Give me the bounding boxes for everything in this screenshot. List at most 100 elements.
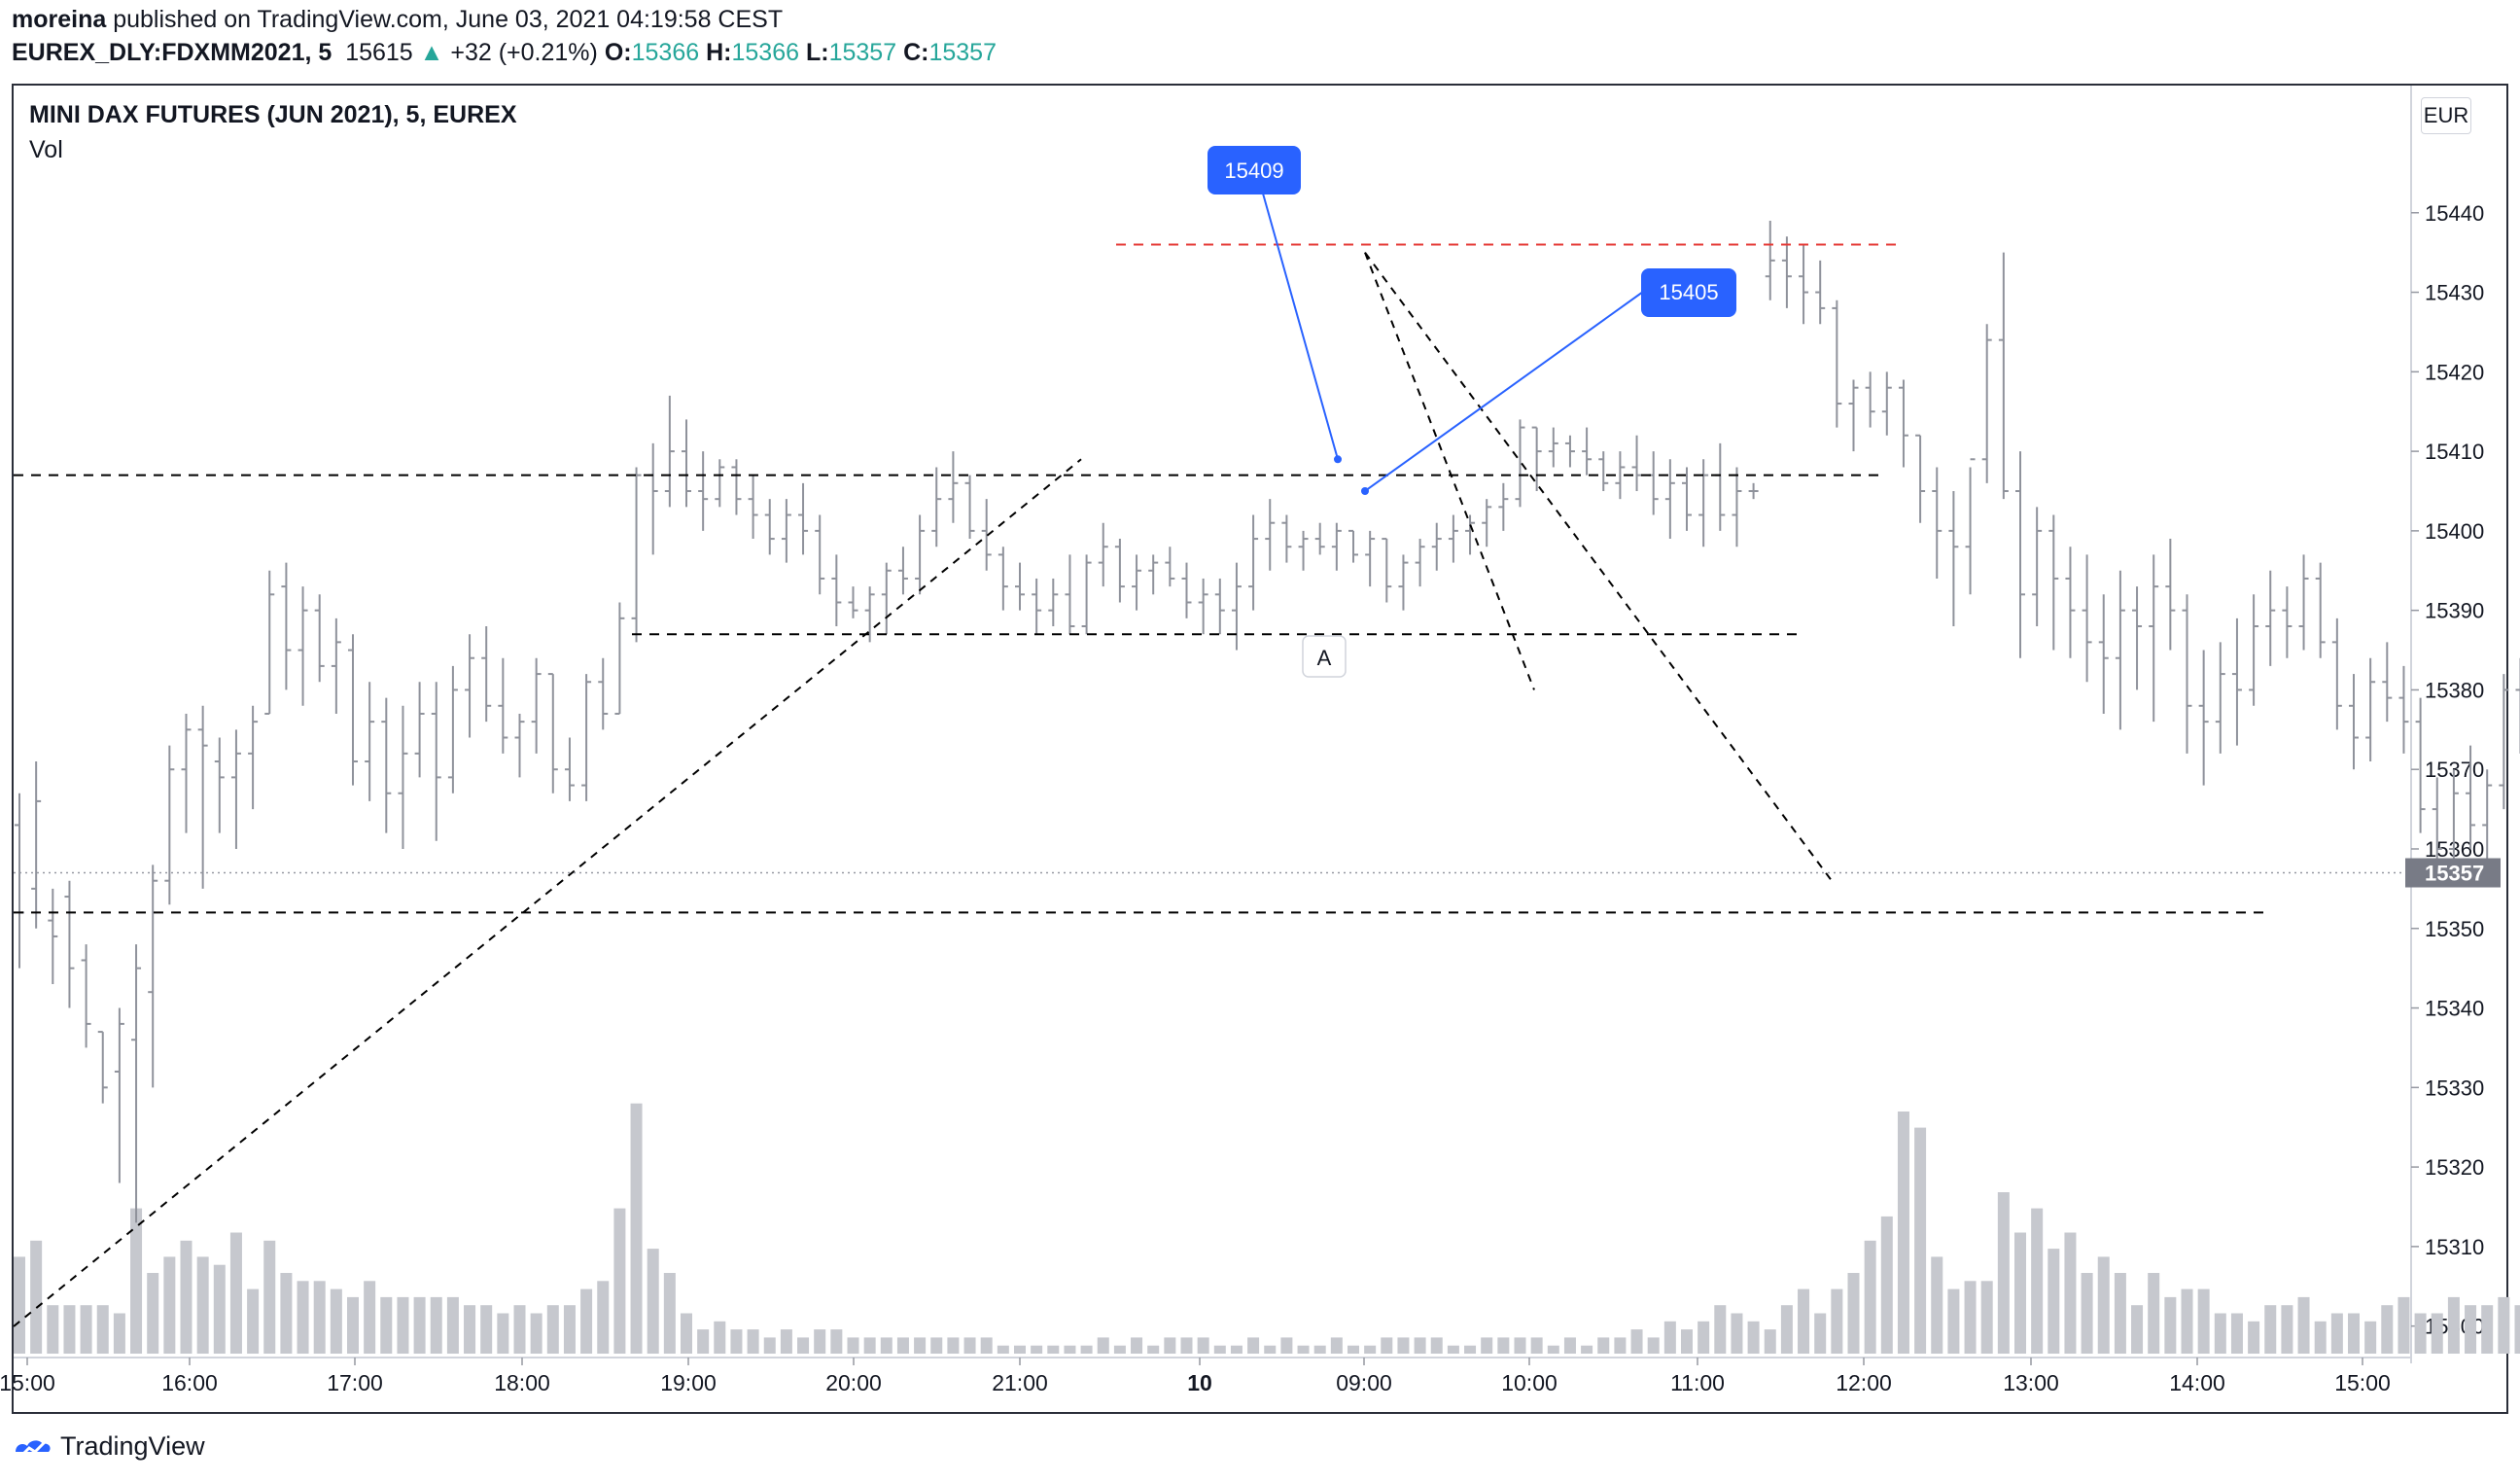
close-value: 15357 — [928, 39, 997, 66]
steep-falling-trendline — [1364, 252, 1535, 690]
ohlc-bar — [1482, 499, 1492, 547]
price-change: +32 (+0.21%) — [450, 39, 598, 66]
ohlc-bar — [1032, 578, 1042, 635]
y-tick-label: 15310 — [2425, 1235, 2484, 1259]
volume-bar — [1197, 1337, 1209, 1354]
ohlc-bar — [2015, 451, 2025, 658]
volume-bar — [430, 1296, 442, 1354]
callout-label: 15409 — [1224, 159, 1283, 183]
ohlc-bar — [1981, 324, 1992, 483]
volume-bar — [1397, 1337, 1410, 1354]
ohlc-bar — [1382, 538, 1392, 603]
volume-bar — [697, 1329, 710, 1354]
ohlc-bar — [547, 673, 558, 794]
volume-bar — [1647, 1337, 1660, 1354]
ohlc-bar — [1682, 467, 1692, 531]
ohlc-bar — [15, 793, 24, 969]
volume-bar — [1297, 1345, 1310, 1354]
ohlc-bar — [2082, 554, 2092, 683]
ohlc-bar — [748, 475, 758, 540]
ohlc-bar — [1832, 300, 1842, 428]
volume-bar — [1630, 1329, 1643, 1354]
ohlc-bar — [731, 459, 742, 515]
high-label: H: — [706, 39, 732, 66]
ohlc-bar — [2265, 570, 2276, 666]
ohlc-bar — [1248, 514, 1259, 611]
ohlc-bar — [2115, 570, 2125, 730]
volume-bar — [1880, 1216, 1893, 1354]
ohlc-bar — [1214, 578, 1225, 635]
volume-bar — [597, 1281, 610, 1354]
x-tick-label: 19:00 — [660, 1370, 717, 1395]
ohlc-bar — [998, 547, 1008, 611]
ohlc-bar — [1582, 427, 1592, 476]
ohlc-bar — [1431, 522, 1442, 571]
ohlc-bar — [964, 475, 975, 540]
volume-bar — [180, 1240, 192, 1354]
volume-bar — [1814, 1313, 1827, 1354]
y-tick-label: 15410 — [2425, 440, 2484, 464]
volume-bar — [364, 1281, 376, 1354]
volume-bar — [1547, 1345, 1559, 1354]
volume-bar — [96, 1305, 109, 1354]
ohlc-bar — [64, 880, 75, 1008]
volume-bar — [280, 1273, 293, 1354]
volume-bar — [730, 1329, 743, 1354]
close-label: C: — [903, 39, 929, 66]
volume-bar — [30, 1240, 43, 1354]
ohlc-bar — [2432, 777, 2442, 873]
currency-button[interactable]: EUR — [2421, 97, 2471, 134]
ohlc-bar — [1998, 252, 2009, 500]
ohlc-bar — [381, 697, 392, 833]
volume-bar — [630, 1103, 643, 1354]
ohlc-bar — [197, 705, 208, 889]
volume-bar — [480, 1305, 493, 1354]
volume-bar — [1264, 1345, 1277, 1354]
footer-brand[interactable]: TradingView — [14, 1431, 205, 1462]
ohlc-bar — [1598, 451, 1609, 491]
volume-bar — [2230, 1313, 2243, 1354]
ohlc-bar — [398, 705, 408, 849]
ohlc-bar — [1165, 547, 1175, 587]
ohlc-bar — [1265, 499, 1276, 571]
event-marker-label: A — [1317, 646, 1332, 670]
ohlc-bar — [1881, 371, 1892, 436]
x-tick-label: 10 — [1187, 1370, 1212, 1395]
low-label: L: — [805, 39, 829, 66]
ohlc-bar — [2132, 586, 2143, 690]
volume-bar — [297, 1281, 309, 1354]
ohlc-bar — [1948, 490, 1959, 627]
ohlc-bar — [948, 451, 959, 523]
ohlc-bar — [498, 657, 508, 754]
ohlc-bar — [481, 626, 492, 723]
volume-bar — [1764, 1329, 1776, 1354]
ohlc-bar — [2165, 539, 2176, 651]
x-tick-label: 12:00 — [1836, 1370, 1892, 1395]
volume-bar — [213, 1264, 226, 1354]
ohlc-bar — [2466, 745, 2476, 849]
ohlc-bar — [1098, 522, 1108, 587]
volume-bar — [613, 1208, 626, 1354]
volume-bar — [2498, 1296, 2510, 1354]
volume-bar — [997, 1345, 1009, 1354]
ohlc-bar — [114, 1007, 124, 1183]
volume-bar — [1313, 1345, 1326, 1354]
volume-bar — [497, 1313, 509, 1354]
ohlc-bar — [1048, 578, 1059, 627]
volume-bar — [229, 1232, 242, 1354]
ohlc-bar — [581, 674, 592, 801]
volume-bar — [2014, 1232, 2026, 1354]
ohlc-bar — [414, 682, 425, 778]
volume-bar — [513, 1305, 526, 1354]
y-tick-label: 15430 — [2425, 281, 2484, 305]
ohlc-bar — [1498, 482, 1509, 531]
ohlc-bar — [281, 562, 292, 690]
author-name[interactable]: moreina — [12, 6, 107, 33]
volume-bar — [2081, 1273, 2093, 1354]
ohlc-bar — [864, 586, 875, 643]
volume-bar — [1597, 1337, 1610, 1354]
volume-bar — [1831, 1288, 1843, 1354]
volume-bar — [1530, 1337, 1543, 1354]
volume-bar — [130, 1208, 143, 1354]
